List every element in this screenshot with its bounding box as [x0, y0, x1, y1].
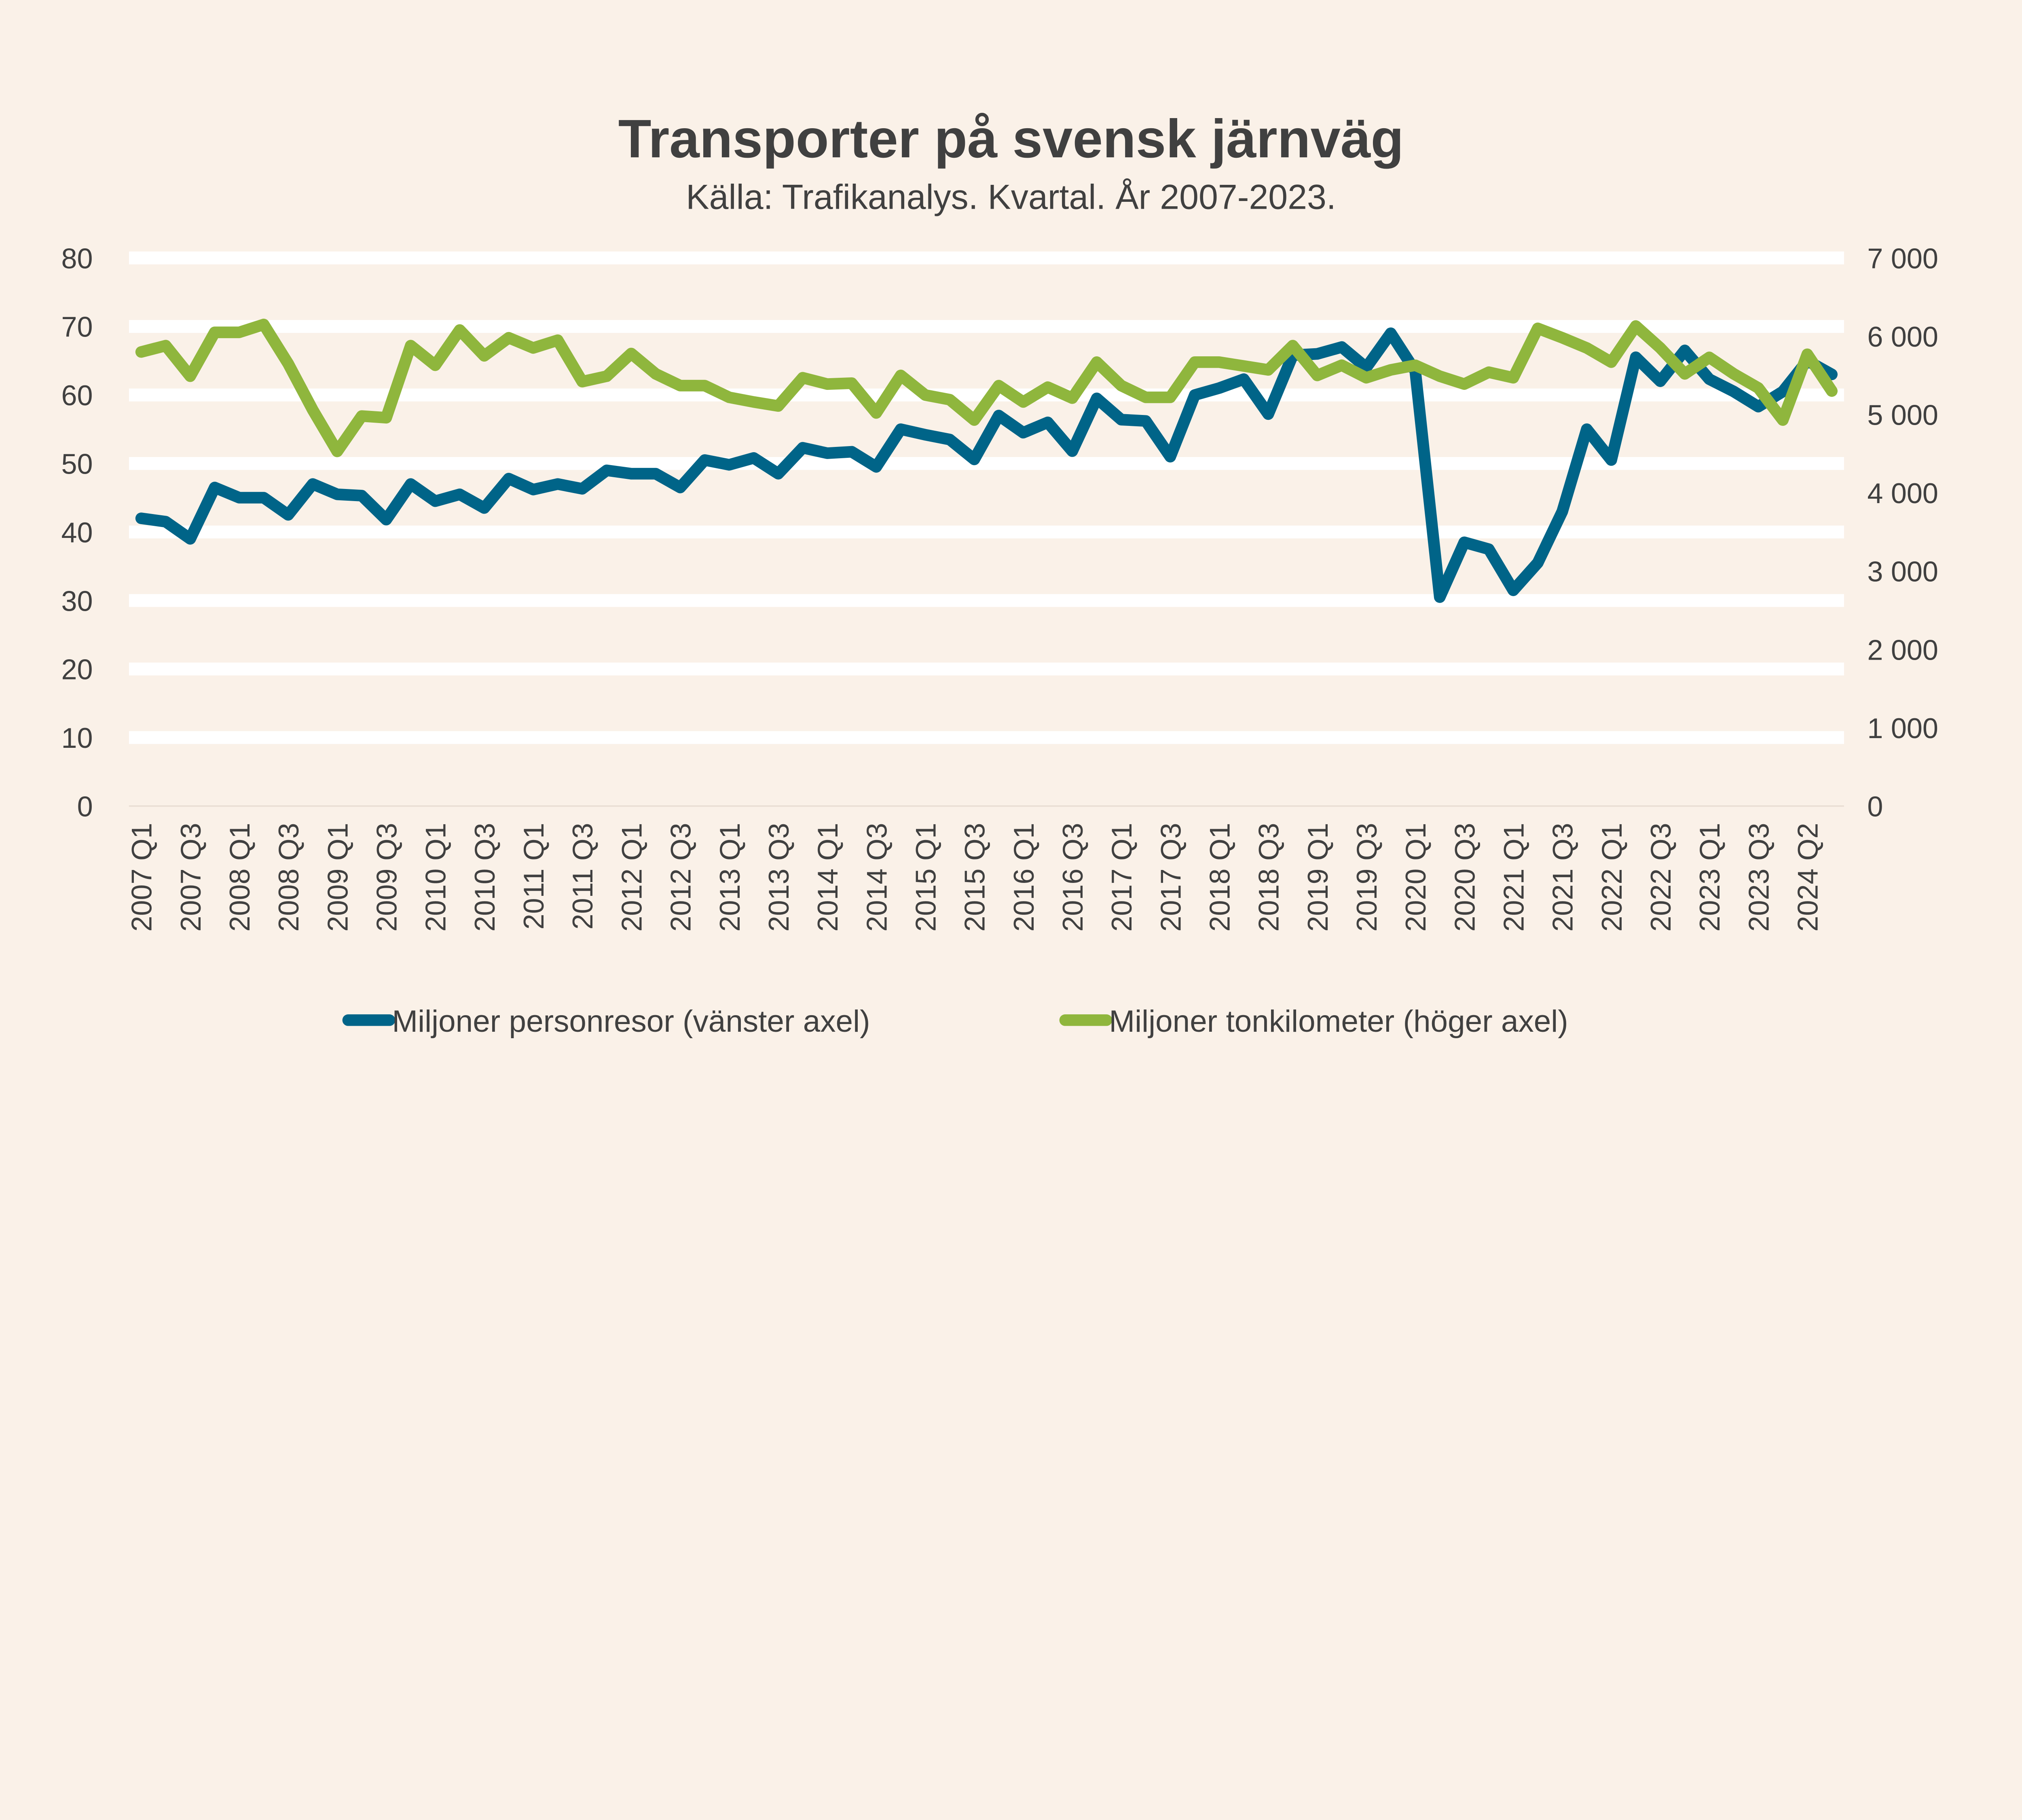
x-tick-label: 2018 Q3: [1253, 823, 1285, 931]
x-tick-label: 2007 Q1: [126, 823, 158, 931]
data-point: [459, 494, 460, 495]
y-left-tick-label: 60: [61, 379, 93, 411]
data-point: [1292, 355, 1293, 356]
data-point: [1292, 345, 1293, 346]
x-tick-label: 2017 Q3: [1155, 823, 1187, 931]
y-left-tick-label: 10: [61, 722, 93, 754]
x-tick-label: 2009 Q1: [321, 823, 353, 931]
data-point: [680, 385, 681, 386]
x-tick-label: 2011 Q3: [567, 823, 599, 929]
x-tick-label: 2015 Q1: [909, 823, 941, 931]
chart: Transporter på svensk järnväg Källa: Tra…: [0, 0, 2022, 1138]
x-tick-label: 2012 Q3: [665, 823, 697, 931]
data-point: [435, 365, 436, 366]
data-point: [998, 385, 999, 386]
data-point: [337, 451, 338, 452]
legend-label: Miljoner tonkilometer (höger axel): [1109, 1004, 1568, 1039]
y-left-tick-label: 0: [77, 790, 93, 822]
x-tick-label: 2008 Q3: [273, 823, 305, 931]
x-tick-label: 2020 Q3: [1449, 823, 1481, 931]
data-point: [1268, 414, 1269, 415]
x-tick-label: 2013 Q3: [763, 823, 795, 931]
x-tick-label: 2021 Q3: [1547, 823, 1579, 931]
data-point: [925, 434, 926, 435]
y-right-tick-label: 2 000: [1867, 634, 1938, 666]
data-point: [1023, 432, 1024, 433]
x-tick-label: 2019 Q1: [1302, 823, 1334, 931]
series-lines: [135, 318, 1838, 603]
data-point: [165, 345, 166, 346]
data-point: [998, 415, 999, 416]
y-left-tick-label: 30: [61, 585, 93, 617]
data-point: [1317, 375, 1318, 376]
x-tick-label: 2010 Q3: [469, 823, 501, 931]
data-point: [631, 353, 632, 354]
x-tick-label: 2016 Q3: [1057, 823, 1089, 931]
data-point: [435, 501, 436, 502]
chart-title: Transporter på svensk järnväg: [618, 109, 1404, 169]
chart-background: [0, 0, 2022, 1138]
x-tick-label: 2014 Q3: [861, 823, 893, 931]
data-point: [729, 397, 730, 398]
y-left-tick-label: 50: [61, 448, 93, 480]
x-tick-label: 2007 Q3: [175, 823, 207, 931]
data-point: [1586, 429, 1587, 430]
x-tick-label: 2016 Q1: [1008, 823, 1040, 931]
x-tick-label: 2023 Q1: [1694, 823, 1726, 931]
legend: Miljoner personresor (vänster axel) Miljo…: [342, 1004, 1568, 1039]
y-left-tick-label: 40: [61, 516, 93, 548]
gridline: [129, 662, 1844, 676]
x-tick-label: 2009 Q3: [371, 823, 403, 931]
legend-label: Miljoner personresor (vänster axel): [392, 1004, 870, 1039]
x-axis: 2007 Q1 2007 Q3 2008 Q1 2008 Q3 2009 Q1 2009 …: [126, 823, 1824, 931]
y-right-tick-label: 3 000: [1867, 556, 1938, 588]
gridline: [129, 457, 1844, 470]
x-tick-label: 2023 Q3: [1743, 823, 1775, 931]
data-point: [386, 417, 387, 418]
y-right-tick-label: 0: [1867, 790, 1883, 822]
series-line-2: [135, 318, 1838, 457]
y-left-tick-label: 80: [61, 242, 93, 274]
x-tick-label: 2022 Q1: [1596, 823, 1628, 931]
data-point: [1562, 511, 1563, 512]
gridline: [129, 320, 1844, 333]
x-tick-label: 2014 Q1: [812, 823, 844, 931]
series-line-1: [135, 327, 1838, 603]
x-tick-label: 2020 Q1: [1400, 823, 1432, 931]
x-tick-label: 2011 Q1: [518, 823, 550, 929]
x-tick-label: 2017 Q1: [1106, 823, 1138, 931]
y-right-tick-label: 1 000: [1867, 712, 1938, 744]
data-point: [680, 487, 681, 488]
data-point: [1807, 354, 1808, 355]
data-point: [410, 345, 411, 346]
x-tick-label: 2022 Q3: [1645, 823, 1677, 931]
y-right-tick-label: 5 000: [1867, 399, 1938, 431]
x-tick-label: 2021 Q1: [1498, 823, 1530, 931]
y-left-tick-label: 20: [61, 654, 93, 686]
x-tick-label: 2024 Q2: [1792, 823, 1824, 931]
x-tick-label: 2013 Q1: [714, 823, 746, 931]
gridline: [129, 594, 1844, 607]
x-tick-label: 2012 Q1: [615, 823, 647, 931]
y-right-tick-label: 4 000: [1867, 477, 1938, 509]
x-tick-label: 2015 Q3: [959, 823, 991, 931]
data-point: [337, 494, 338, 495]
y-right-tick-label: 6 000: [1867, 321, 1938, 353]
gridline: [129, 731, 1844, 744]
x-tick-label: 2008 Q1: [224, 823, 256, 931]
x-tick-label: 2018 Q1: [1203, 823, 1235, 931]
x-tick-label: 2019 Q3: [1351, 823, 1383, 931]
y-right-tick-label: 7 000: [1867, 242, 1938, 274]
y-right-axis: 0 1 000 2 000 3 000 4 000 5 000 6 000 7 000: [1867, 242, 1938, 822]
x-tick-label: 2010 Q1: [420, 823, 452, 931]
data-point: [1758, 406, 1759, 407]
data-point: [704, 385, 705, 386]
y-left-axis: 0 10 20 30 40 50 60 70 80: [61, 242, 93, 822]
chart-subtitle: Källa: Trafikanalys. Kvartal. År 2007-20…: [686, 178, 1336, 217]
gridline: [129, 251, 1844, 265]
gridline: [129, 525, 1844, 539]
y-left-tick-label: 70: [61, 311, 93, 343]
